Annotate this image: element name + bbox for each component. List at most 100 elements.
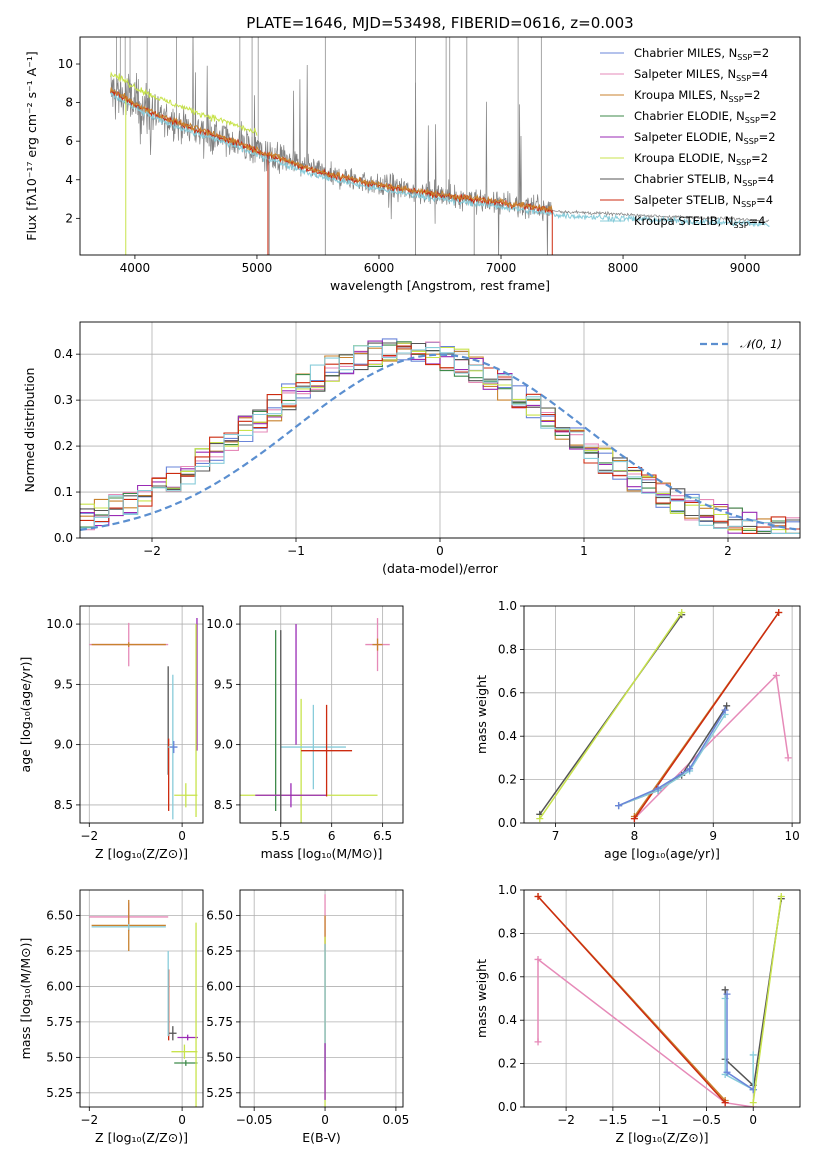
- spectrum-model-kroupa_miles: [110, 87, 553, 212]
- y-tick-label: 4: [65, 173, 73, 187]
- weight-marker-salpeter_miles: [772, 671, 780, 679]
- x-axis-label: E(B-V): [302, 1130, 341, 1145]
- weight-marker-kroupa_elodie: [536, 815, 544, 823]
- weight-marker-salpeter_miles: [784, 754, 792, 762]
- axes-frame: [79, 36, 801, 256]
- y-tick-label: 0.4: [54, 347, 73, 361]
- weight-line-salpeter_stelib: [633, 612, 780, 820]
- weight-marker-chabrier_miles: [615, 802, 623, 810]
- errorbar-point-kroupa_elodie: [174, 783, 198, 808]
- x-tick-label: 1: [580, 544, 588, 558]
- legend-label-salpeter_elodie: Salpeter ELODIE, NSSP=2: [634, 130, 776, 146]
- y-tick-label: 6.25: [206, 944, 233, 958]
- x-tick-label: −2: [143, 544, 161, 558]
- y-axis-label: Normed distribution: [22, 368, 37, 493]
- y-tick-label: 8.5: [54, 798, 73, 812]
- legend-label-kroupa_stelib: Kroupa STELIB, NSSP=4: [634, 214, 765, 230]
- weight-marker-chabrier_stelib: [723, 702, 731, 710]
- y-tick-label: 9.0: [214, 738, 233, 752]
- x-axis-label: Z [log₁₀(Z/Z⊙)]: [616, 1130, 709, 1145]
- x-tick-label: 5000: [242, 261, 273, 275]
- histogram-salpeter_stelib: [80, 345, 800, 534]
- spectrum-legend: Chabrier MILES, NSSP=2 Salpeter MILES, NS…: [600, 46, 777, 230]
- y-tick-label: 0.4: [498, 729, 517, 743]
- x-tick-label: 0: [178, 829, 186, 843]
- x-tick-label: −2: [80, 829, 98, 843]
- y-tick-label: 0.0: [54, 531, 73, 545]
- legend-label-chabrier_elodie: Chabrier ELODIE, NSSP=2: [634, 109, 777, 125]
- x-tick-label: 0: [436, 544, 444, 558]
- age_vs_Z-marks: [89, 618, 198, 820]
- weight-marker-salpeter_stelib: [630, 815, 638, 823]
- x-tick-label: 0.05: [383, 1113, 410, 1127]
- errorbar-point-kroupa_miles: [91, 642, 166, 647]
- x-tick-label: −1: [287, 544, 305, 558]
- weight-marker-chabrier_miles: [723, 1068, 731, 1076]
- spectrum-data-line: [110, 37, 770, 255]
- x-tick-label: −2: [80, 1113, 98, 1127]
- x-tick-label: 8: [631, 829, 639, 843]
- x-tick-label: 6: [328, 829, 336, 843]
- x-tick-label: 0: [749, 1113, 757, 1127]
- y-tick-label: 0.2: [498, 1057, 517, 1071]
- age_vs_mass-marks: [240, 618, 390, 823]
- legend-label-chabrier_stelib: Chabrier STELIB, NSSP=4: [634, 172, 774, 188]
- errorbar-point-salpeter_elodie: [255, 783, 327, 808]
- axes-frame: [523, 605, 801, 824]
- x-tick-label: 9: [709, 829, 717, 843]
- weight-marker-chabrier_miles: [721, 706, 729, 714]
- weight-line-salpeter_miles: [537, 957, 754, 1107]
- x-tick-label: 7: [552, 829, 560, 843]
- weight-marker-chabrier_miles: [654, 784, 662, 792]
- errorbar-point-chabrier_miles: [170, 741, 178, 754]
- x-tick-label: 9000: [730, 261, 761, 275]
- y-axis-label: age [log₁₀(age/yr)]: [18, 657, 33, 773]
- errorbar-point-salpeter_stelib: [301, 704, 353, 797]
- weight_vs_Z-axes: −2 −1.5 −1 −0.5 0 0.0 0.2 0.4 0.6 0.8 1.0 Z [log₁₀(…: [474, 883, 801, 1145]
- weight_vs_age-axes: 7 8 9 10 0.0 0.2 0.4 0.6 0.8 1.0 age [log₁₀(age/yr…: [474, 599, 801, 861]
- y-tick-label: 6.00: [46, 979, 73, 993]
- y-tick-label: 10.0: [206, 617, 233, 631]
- x-tick-label: 0: [321, 1113, 329, 1127]
- weight-marker-kroupa_elodie: [678, 609, 686, 617]
- plot-area: 4000 5000 6000 7000 8000 9000246810wavelength…: [18, 36, 801, 1145]
- spectrum-model-kroupa_elodie: [110, 71, 258, 136]
- x-tick-label: 10: [784, 829, 799, 843]
- y-axis-label: Flux [fλ10⁻¹⁷ erg cm⁻² s⁻¹ A⁻¹]: [24, 51, 39, 240]
- normal-curve: [80, 353, 800, 531]
- weight-marker-salpeter_stelib: [534, 893, 542, 901]
- age_vs_Z-axes: −2 0 8.5 9.0 9.5 10.0 Z [log₁₀(Z/Z⊙)] age [log₁…: [18, 605, 204, 861]
- mass_vs_ebv-axes: −0.05 0 0.05 5.25 5.50 5.75 6.00 6.25 6.50 E(B-V): [206, 889, 410, 1145]
- legend-normal-label: 𝒩(0, 1): [740, 337, 782, 351]
- y-tick-label: 0.0: [498, 1100, 517, 1114]
- x-tick-label: 4000: [120, 261, 151, 275]
- spectrum-axes: 4000 5000 6000 7000 8000 9000 2 4 6 8 10 wavelength…: [24, 36, 801, 293]
- weight-line-salpeter_miles: [633, 673, 789, 820]
- weight-line-chabrier_miles: [618, 709, 726, 807]
- y-tick-label: 5.25: [46, 1086, 73, 1100]
- legend-label-chabrier_miles: Chabrier MILES, NSSP=2: [634, 46, 769, 62]
- spectrum-marks: [110, 37, 770, 255]
- x-axis-label: (data-model)/error: [382, 561, 499, 576]
- y-tick-label: 6.00: [206, 979, 233, 993]
- y-axis-label: mass weight: [474, 959, 489, 1038]
- x-tick-label: 7000: [486, 261, 517, 275]
- axes-frame: [79, 605, 204, 824]
- x-tick-label: 0: [178, 1113, 186, 1127]
- y-tick-label: 5.25: [206, 1086, 233, 1100]
- x-tick-label: 8000: [608, 261, 639, 275]
- y-tick-label: 1.0: [498, 599, 517, 613]
- mass_vs_Z-axes: −2 0 5.25 5.50 5.75 6.00 6.25 6.50 Z [log₁₀(Z/Z⊙…: [18, 889, 204, 1145]
- x-tick-label: −0.05: [236, 1113, 273, 1127]
- x-axis-label: mass [log₁₀(M/M⊙)]: [261, 846, 383, 861]
- x-axis-label: age [log₁₀(age/yr)]: [604, 846, 720, 861]
- x-tick-label: −1.5: [598, 1113, 627, 1127]
- y-axis-label: mass weight: [474, 675, 489, 754]
- x-tick-label: 2: [724, 544, 732, 558]
- weight-line-salpeter_stelib: [537, 895, 726, 1104]
- axes-frame: [79, 889, 204, 1108]
- y-tick-label: 8: [65, 96, 73, 110]
- y-tick-label: 6.50: [206, 909, 233, 923]
- x-tick-label: −2: [557, 1113, 575, 1127]
- y-tick-label: 0.2: [54, 439, 73, 453]
